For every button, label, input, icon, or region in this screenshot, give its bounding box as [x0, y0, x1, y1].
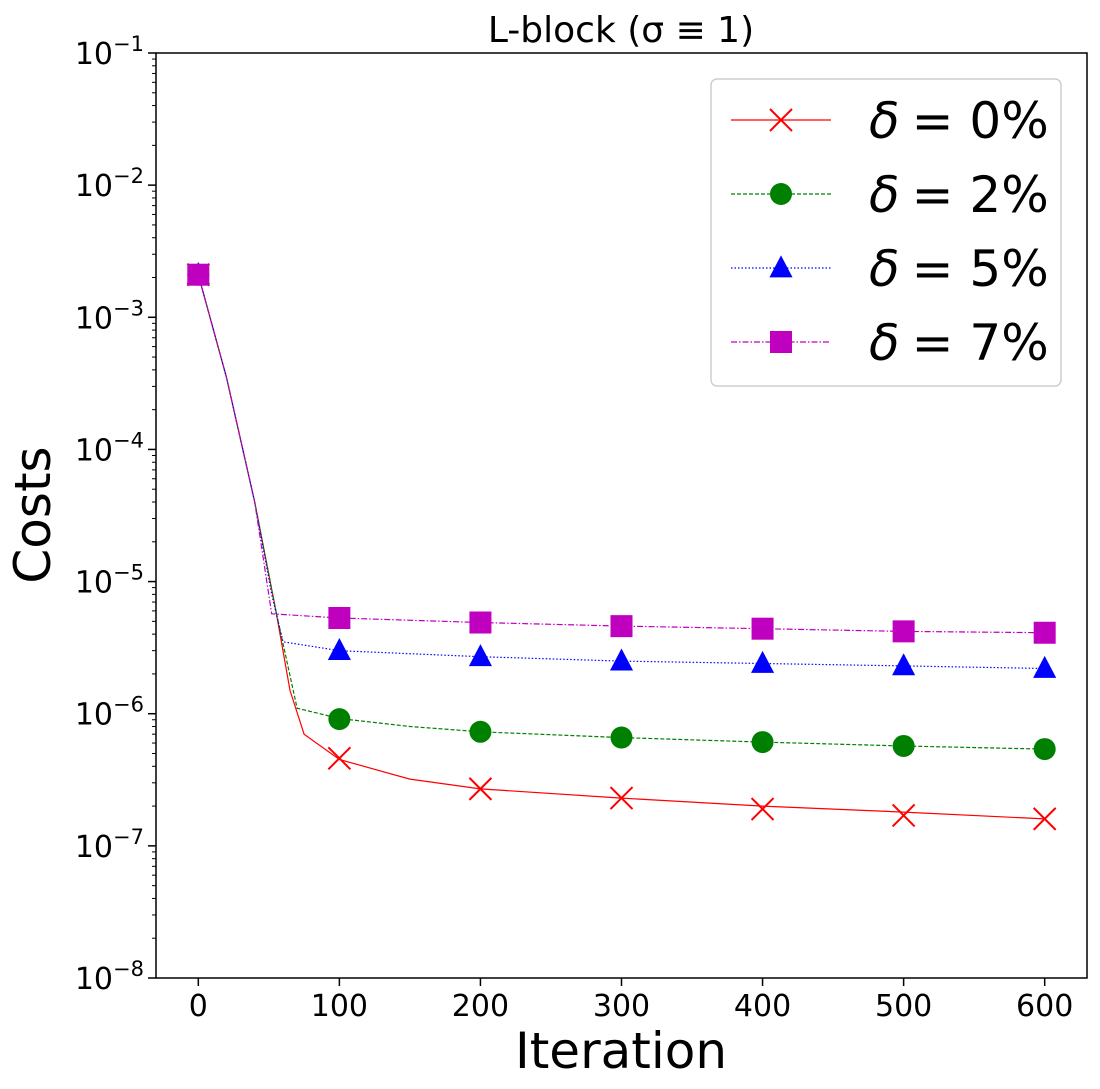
- legend-marker-0-stroke: [769, 108, 793, 132]
- chart-title: L-block (σ ≡ 1): [488, 10, 754, 51]
- y-tick-label: 10−1: [75, 32, 144, 72]
- series-3-point: [610, 615, 633, 638]
- x-tick-label: 200: [452, 989, 509, 1024]
- series-3-point: [1033, 621, 1056, 644]
- plot-area: 0 100 200 300 400 500 60010−110−210−310−410−51…: [75, 32, 1088, 1024]
- series-1-point: [1033, 738, 1056, 761]
- y-tick-label: 10−8: [75, 957, 144, 997]
- x-tick-label: 500: [875, 989, 932, 1024]
- series-0-point: [468, 777, 493, 801]
- y-tick-base: 10: [75, 301, 113, 336]
- series-3-point: [892, 620, 915, 643]
- series-1-point: [892, 734, 915, 757]
- y-tick-label: 10−3: [75, 296, 144, 336]
- legend-value: = 5%: [912, 240, 1049, 298]
- series-2-point: [892, 653, 916, 676]
- legend-value: = 2%: [912, 166, 1049, 224]
- legend-box: [710, 78, 1062, 387]
- y-tick-base: 10: [75, 169, 113, 204]
- series-1-point: [610, 726, 633, 749]
- series-1-point: [328, 708, 351, 731]
- series-0-point: [609, 786, 634, 810]
- legend-marker-3: [770, 331, 792, 353]
- series-0-point-stroke: [750, 797, 775, 821]
- y-tick-label: 10−6: [75, 693, 144, 733]
- series-3-point: [751, 617, 774, 640]
- legend-delta: δ: [869, 92, 900, 150]
- x-axis-label: Iteration: [515, 1022, 727, 1080]
- series-0-point: [327, 746, 352, 770]
- series-0-point: [1032, 807, 1057, 831]
- series-2-point: [1033, 655, 1057, 678]
- series-2-point: [609, 648, 634, 671]
- legend: δ = 0%δ = 2%δ = 5%δ = 7%: [710, 78, 1062, 387]
- legend-marker-1: [770, 183, 792, 205]
- legend-delta: δ: [869, 166, 900, 224]
- series-1-point: [751, 731, 774, 754]
- legend-label-3: δ = 7%: [869, 314, 1049, 372]
- legend-label-0: δ = 0%: [869, 92, 1049, 150]
- series-2-point: [751, 650, 775, 673]
- legend-value: = 0%: [912, 92, 1049, 150]
- y-tick-base: 10: [75, 566, 113, 601]
- legend-marker-2: [769, 255, 793, 278]
- series-0-point-stroke: [891, 803, 916, 828]
- y-tick-exponent: −2: [113, 164, 144, 188]
- x-tick-label: 100: [311, 989, 368, 1024]
- series-3-point: [187, 263, 210, 286]
- series-0-point-stroke: [327, 746, 352, 770]
- y-tick-exponent: −7: [113, 825, 144, 849]
- x-tick-label: 0: [189, 989, 208, 1024]
- y-tick-base: 10: [75, 433, 113, 468]
- y-tick-exponent: −8: [113, 957, 144, 981]
- series-0-point-stroke: [609, 786, 634, 810]
- y-tick-label: 10−4: [75, 428, 144, 468]
- series-0-point-stroke: [1032, 807, 1057, 831]
- legend-delta: δ: [869, 314, 900, 372]
- series-2-point: [327, 638, 351, 661]
- y-tick-label: 10−2: [75, 164, 144, 204]
- y-tick-base: 10: [75, 698, 113, 733]
- legend-label-2: δ = 5%: [869, 240, 1049, 298]
- series-3-point: [328, 607, 351, 630]
- y-tick-exponent: −3: [113, 296, 144, 320]
- series-line-3: [197, 274, 1045, 634]
- y-tick-base: 10: [75, 830, 113, 865]
- x-tick-label: 600: [1016, 989, 1073, 1024]
- y-tick-base: 10: [75, 962, 113, 997]
- series-0-point: [891, 803, 916, 828]
- legend-value: = 7%: [912, 314, 1049, 372]
- y-tick-label: 10−5: [75, 561, 144, 601]
- series-0-point-stroke: [468, 777, 493, 801]
- y-tick-exponent: −1: [113, 32, 144, 56]
- legend-label-1: δ = 2%: [869, 166, 1049, 224]
- y-axis-label: Costs: [4, 446, 62, 583]
- y-tick-exponent: −4: [113, 428, 144, 452]
- y-tick-exponent: −6: [113, 693, 144, 717]
- series-1-point: [469, 720, 492, 743]
- series-2-point: [468, 644, 492, 667]
- x-tick-label: 400: [734, 989, 791, 1024]
- y-tick-label: 10−7: [75, 825, 144, 865]
- legend-marker-0: [769, 108, 793, 132]
- series-0-point: [750, 797, 775, 821]
- y-tick-exponent: −5: [113, 561, 144, 585]
- legend-delta: δ: [869, 240, 900, 298]
- x-tick-label: 300: [593, 989, 650, 1024]
- y-tick-base: 10: [75, 37, 113, 72]
- series-3-point: [469, 611, 492, 634]
